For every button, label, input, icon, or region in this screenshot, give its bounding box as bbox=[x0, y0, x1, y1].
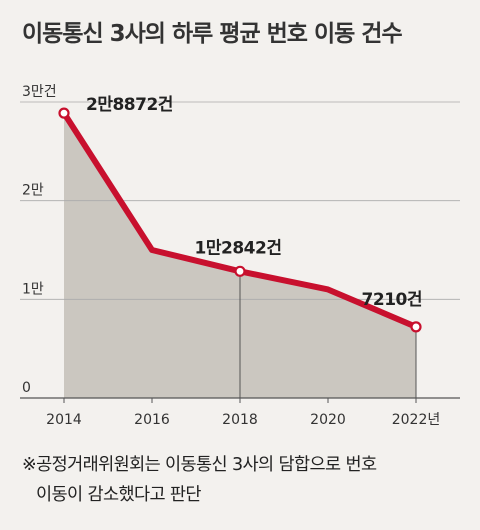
x-tick-label: 2022년 bbox=[392, 412, 441, 428]
y-tick-label: 1만 bbox=[22, 281, 44, 297]
data-point bbox=[234, 265, 246, 277]
data-point bbox=[410, 321, 422, 333]
data-label: 2만8872건 bbox=[86, 95, 173, 115]
y-tick-label: 2만 bbox=[22, 183, 44, 199]
chart-title: 이동통신 3사의 하루 평균 번호 이동 건수 bbox=[22, 21, 403, 47]
footnote-line-2: 이동이 감소했다고 판단 bbox=[36, 485, 202, 505]
data-label: 1만2842건 bbox=[195, 238, 282, 258]
data-point bbox=[58, 107, 70, 119]
x-tick-label: 2014 bbox=[46, 412, 82, 428]
data-label: 7210건 bbox=[362, 290, 422, 310]
footnote: ※공정거래위원회는 이동통신 3사의 담합으로 번호 이동이 감소했다고 판단 bbox=[22, 450, 472, 510]
x-tick-label: 2016 bbox=[134, 412, 170, 428]
area-fill bbox=[64, 113, 416, 398]
x-tick-label: 2018 bbox=[222, 412, 258, 428]
y-tick-label: 0 bbox=[22, 380, 31, 396]
x-tick-label: 2020 bbox=[310, 412, 346, 428]
y-tick-label: 3만건 bbox=[22, 84, 57, 100]
line-area-chart: 0 1만 2만 3만건 2014 2016 2018 2020 2022년 2만8872건 1만28… bbox=[20, 84, 460, 428]
footnote-line-1: ※공정거래위원회는 이동통신 3사의 담합으로 번호 bbox=[22, 455, 377, 475]
